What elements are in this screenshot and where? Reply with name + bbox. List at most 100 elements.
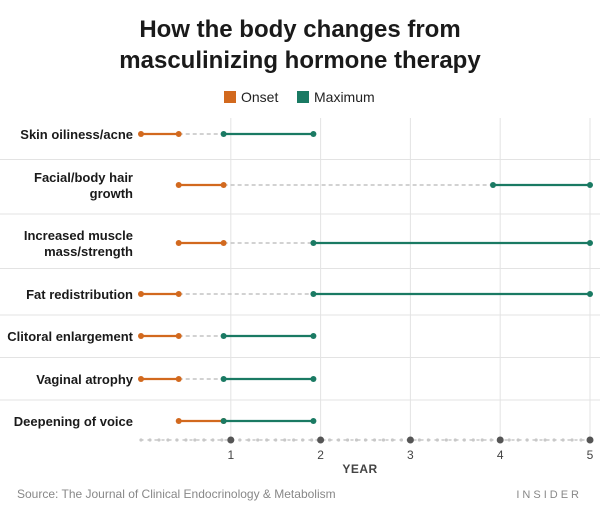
axis-minor-dot (480, 438, 484, 442)
axis-minor-dot (426, 438, 430, 442)
data-row: Fat redistribution (26, 287, 593, 302)
axis-major-tick (496, 436, 504, 444)
tick-label: 1 (227, 448, 234, 462)
row-label: Increased muscle mass/strength (24, 228, 133, 259)
axis-minor-dot (363, 438, 368, 442)
axis-minor-dot (354, 438, 359, 442)
onset-end-point (175, 376, 182, 382)
axis-minor-dot (211, 438, 215, 442)
x-axis-title: YEAR (342, 462, 377, 476)
axis-minor-dot (220, 438, 224, 442)
axis-major-tick (406, 436, 414, 444)
axis-minor-dot (390, 438, 395, 442)
axis-minor-dot (462, 438, 466, 442)
axis-minor-dot (148, 438, 152, 442)
axis-minor-dot (516, 438, 520, 442)
row-label-line: growth (90, 186, 133, 201)
axis-minor-dot (238, 438, 242, 442)
tick-label: 3 (407, 448, 414, 462)
data-row: Clitoral enlargement (7, 329, 317, 344)
row-label-line: mass/strength (44, 244, 133, 259)
onset-end-point (175, 291, 182, 297)
source-text: The Journal of Clinical Endocrinology & … (61, 487, 335, 501)
onset-start-point (138, 291, 144, 297)
data-row: Facial/body hair growth (34, 170, 593, 201)
data-row: Vaginal atrophy (36, 372, 317, 387)
maximum-start-point (220, 376, 227, 382)
footer: Source: The Journal of Clinical Endocrin… (17, 487, 579, 501)
onset-end-point (175, 131, 182, 137)
axis-minor-dot (381, 438, 386, 442)
axis-major-tick (317, 436, 325, 444)
row-label-line: Increased muscle (24, 228, 133, 243)
maximum-end-point (310, 131, 317, 137)
legend-swatch-maximum (297, 91, 309, 103)
row-label: Clitoral enlargement (7, 329, 133, 344)
axis-minor-dot (336, 438, 341, 442)
maximum-end-point (587, 240, 593, 246)
axis-minor-dot (372, 438, 377, 442)
axis-minor-dot (274, 438, 278, 442)
maximum-start-point (220, 418, 227, 424)
source-label: Source: (17, 487, 58, 501)
onset-start-point (175, 418, 182, 424)
axis-minor-dot (345, 438, 350, 442)
maximum-start-point (310, 240, 317, 246)
maximum-end-point (310, 418, 317, 424)
axis-minor-dot (283, 438, 287, 442)
data-row: Deepening of voice (14, 414, 317, 429)
onset-end-point (175, 333, 182, 339)
tick-label: 4 (497, 448, 504, 462)
tick-label: 2 (317, 448, 324, 462)
row-label-line: Vaginal atrophy (36, 372, 134, 387)
axis-minor-dot (175, 438, 179, 442)
row-label-line: Fat redistribution (26, 287, 133, 302)
legend-label-onset: Onset (241, 89, 278, 105)
axis-minor-dot (471, 438, 475, 442)
axis-major-tick (227, 436, 235, 444)
title-line: How the body changes from (139, 16, 460, 43)
axis-minor-dot (399, 438, 404, 442)
onset-end-point (220, 240, 227, 246)
chart-title: How the body changes from masculinizing h… (119, 16, 481, 74)
data-row: Skin oiliness/acne (20, 127, 317, 142)
maximum-start-point (220, 131, 227, 137)
row-label: Vaginal atrophy (36, 372, 134, 387)
tick-label: 5 (587, 448, 594, 462)
axis-minor-dot (301, 438, 305, 442)
axis-minor-dot (292, 438, 296, 442)
axis-minor-dot (327, 438, 332, 442)
onset-end-point (220, 182, 227, 188)
x-axis: 1 2 3 4 5 YEAR (139, 436, 594, 476)
axis-minor-dot (256, 438, 260, 442)
axis-minor-dot (166, 438, 170, 442)
maximum-start-point (220, 333, 227, 339)
onset-start-point (138, 376, 144, 382)
axis-minor-dot (579, 438, 583, 442)
axis-minor-dot (534, 438, 538, 442)
axis-minor-dot (184, 438, 188, 442)
axis-minor-dot (265, 438, 269, 442)
row-label: Fat redistribution (26, 287, 133, 302)
onset-start-point (138, 131, 144, 137)
row-label-line: Clitoral enlargement (7, 329, 133, 344)
axis-major-tick (586, 436, 594, 444)
axis-minor-dot (489, 438, 493, 442)
axis-minor-dot (561, 438, 565, 442)
axis-minor-dot (202, 438, 206, 442)
axis-minor-dot (193, 438, 197, 442)
axis-minor-dot (525, 438, 529, 442)
legend: Onset Maximum (224, 89, 375, 105)
axis-minor-dot (417, 438, 421, 442)
axis-minor-dot (543, 438, 547, 442)
legend-label-maximum: Maximum (314, 89, 375, 105)
title-line: masculinizing hormone therapy (119, 47, 481, 74)
row-label-line: Skin oiliness/acne (20, 127, 133, 142)
source-line: Source: The Journal of Clinical Endocrin… (17, 487, 336, 501)
maximum-end-point (310, 333, 317, 339)
axis-minor-dot (157, 438, 161, 442)
axis-minor-dot (453, 438, 457, 442)
row-label-line: Facial/body hair (34, 170, 133, 185)
axis-minor-dot (507, 438, 511, 442)
